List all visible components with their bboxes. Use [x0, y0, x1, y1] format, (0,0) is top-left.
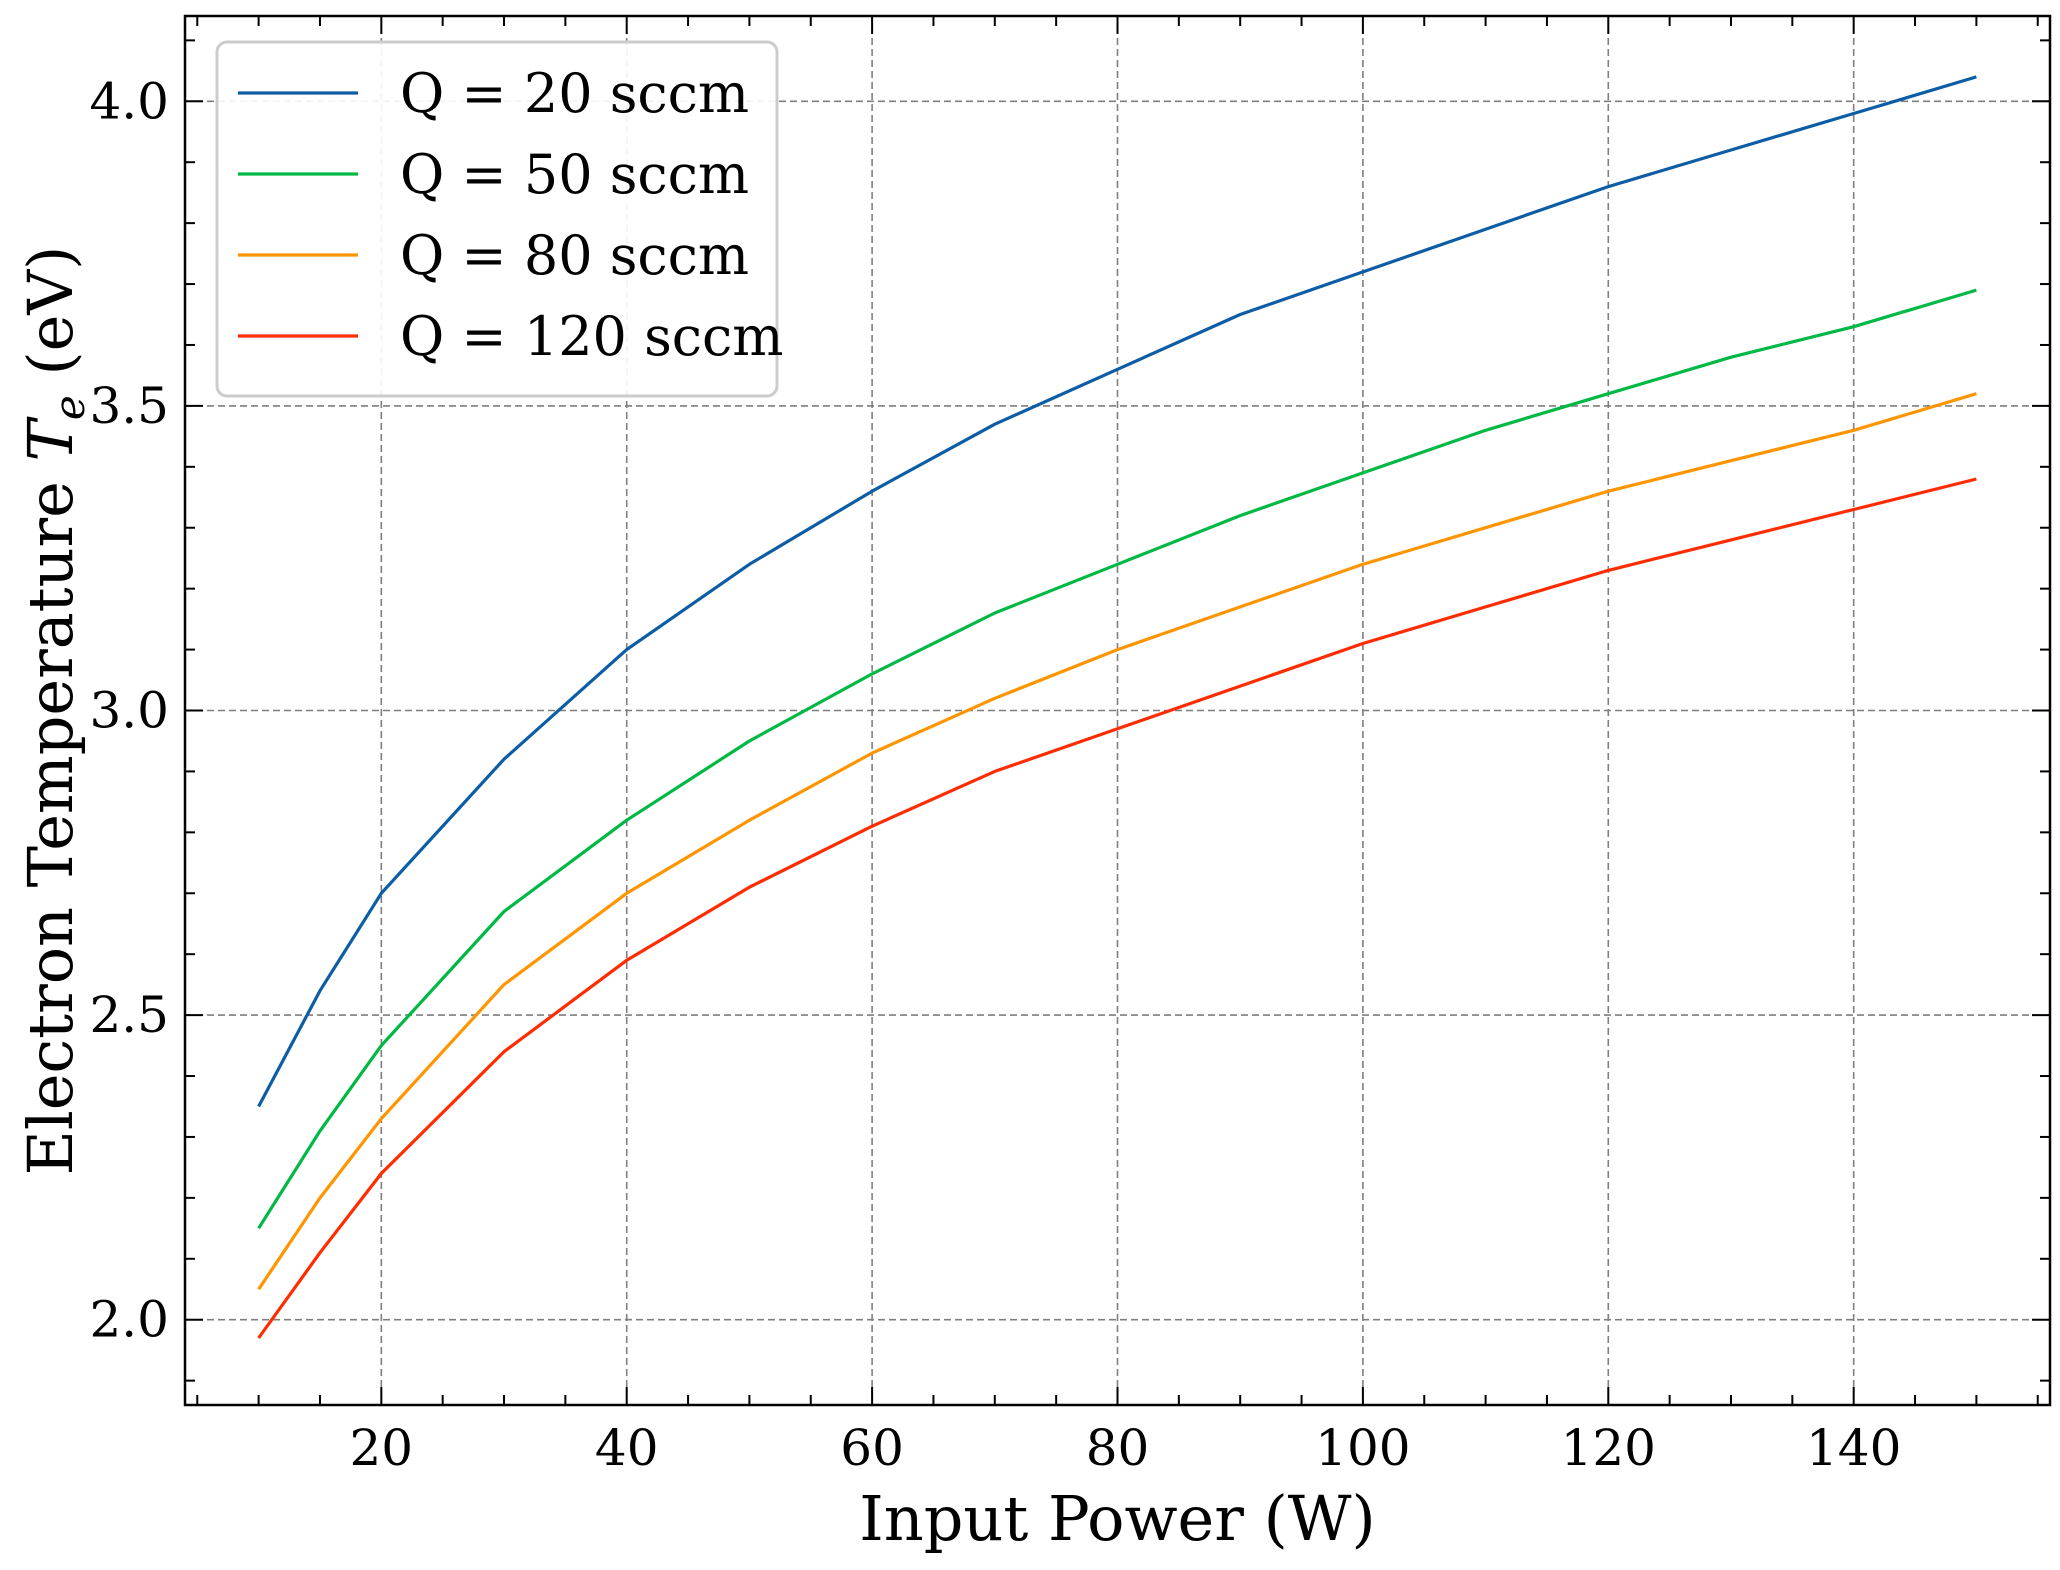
legend-label: Q = 50 sccm [400, 143, 749, 206]
tick-labels: 20 40 60 80 100 120 140 2.0 2.5 3.0 3.5 4.0 [89, 72, 1901, 1477]
x-tick-label: 80 [1086, 1419, 1150, 1477]
legend-items: Q = 20 sccm Q = 50 sccm Q = 80 sccm Q = 120… [238, 62, 783, 368]
y-tick-label: 4.0 [89, 72, 169, 130]
x-tick-label: 120 [1561, 1419, 1656, 1477]
legend-label: Q = 20 sccm [400, 62, 749, 125]
y-tick-label: 3.5 [89, 377, 169, 435]
y-axis-label-suffix: (eV) [14, 246, 87, 396]
x-tick-label: 40 [595, 1419, 659, 1477]
legend: Q = 20 sccm Q = 50 sccm Q = 80 sccm Q = 120… [215, 40, 783, 398]
series-lines [257, 75, 1977, 1339]
x-tick-label: 100 [1315, 1419, 1410, 1477]
x-tick-label: 60 [840, 1419, 904, 1477]
y-axis-label-symbol: T [14, 415, 87, 461]
x-tick-label: 20 [350, 1419, 414, 1477]
legend-label: Q = 80 sccm [400, 224, 749, 287]
x-axis-label: Input Power (W) [859, 1482, 1375, 1555]
legend-box [215, 40, 779, 398]
y-axis-label-subscript: e [45, 395, 94, 420]
y-tick-label: 2.5 [89, 986, 169, 1044]
series-line [257, 75, 1977, 1108]
series-line [257, 477, 1977, 1339]
y-axis-label: Electron Temperature Te (eV) [14, 246, 94, 1176]
axis-ticks [185, 16, 2050, 1405]
series-line [257, 392, 1977, 1291]
y-tick-label: 3.0 [89, 682, 169, 740]
legend-label: Q = 120 sccm [400, 305, 783, 368]
y-axis-label-prefix: Electron Temperature [14, 461, 87, 1175]
x-tick-label: 140 [1806, 1419, 1901, 1477]
series-line [257, 288, 1977, 1230]
y-tick-label: 2.0 [89, 1291, 169, 1349]
